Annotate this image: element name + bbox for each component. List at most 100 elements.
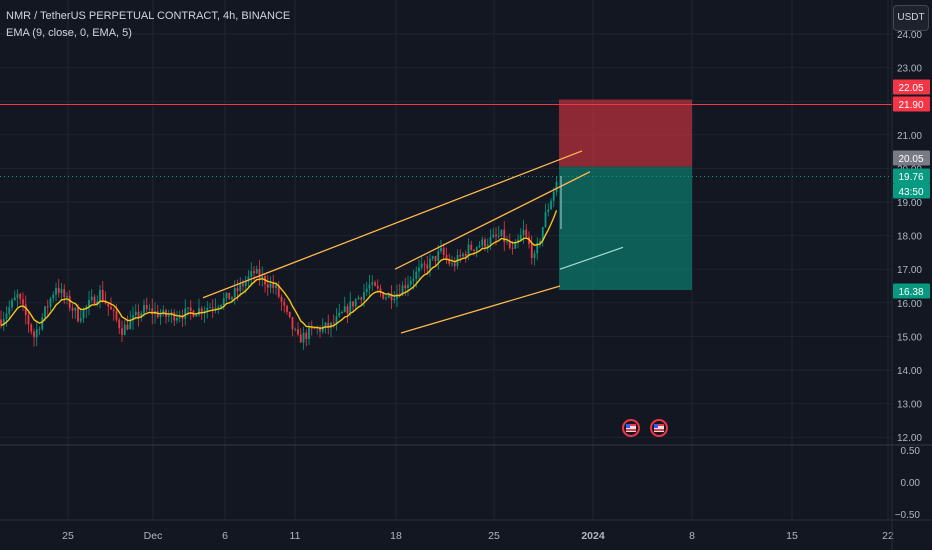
- candle-body: [500, 229, 503, 236]
- candle-body: [484, 239, 486, 247]
- candle-body: [352, 301, 354, 307]
- time-tick-label: 2024: [581, 530, 605, 542]
- ema-series: [0, 210, 558, 329]
- flag-stripe: [654, 429, 664, 431]
- flag-stripe: [626, 424, 636, 426]
- candle-body: [148, 308, 151, 310]
- candle-body: [35, 329, 38, 338]
- candle-body: [376, 285, 379, 289]
- time-tick-label: 25: [488, 530, 500, 542]
- candle-body: [275, 284, 277, 288]
- time-tick-label: 8: [689, 530, 695, 542]
- candle-body: [341, 311, 343, 313]
- candle-body: [470, 244, 473, 250]
- candle-body: [195, 314, 198, 317]
- candle-body: [236, 288, 239, 291]
- candle-body: [305, 332, 308, 340]
- candle-body: [132, 315, 134, 320]
- candle-body: [536, 243, 539, 254]
- price-badges: 22.05 21.90 20.05 19.76 43:50 16.38: [893, 79, 930, 299]
- candle-body: [176, 318, 178, 321]
- candle-body: [41, 317, 44, 329]
- candle-body: [294, 329, 297, 331]
- price-tick-label: 16.00: [897, 299, 922, 310]
- candle-body: [409, 280, 412, 285]
- candle-body: [371, 282, 374, 285]
- candle-body: [442, 248, 445, 256]
- candle-body: [88, 299, 90, 307]
- candle-body: [346, 306, 349, 314]
- projection-line[interactable]: [559, 246, 624, 270]
- candle-body: [506, 241, 508, 243]
- event-markers[interactable]: [622, 419, 668, 437]
- oscillator-tick-label: −0.50: [895, 510, 921, 521]
- candle-body: [434, 256, 437, 262]
- candle-body: [272, 283, 275, 288]
- candle-body: [308, 327, 310, 340]
- trend-channel-drawings[interactable]: [202, 150, 624, 334]
- candle-body: [423, 263, 426, 265]
- candle-body: [486, 244, 489, 247]
- candle-body: [8, 307, 11, 314]
- candle-body: [360, 297, 363, 300]
- chart-legend: NMR / TetherUS PERPETUAL CONTRACT, 4h, B…: [6, 8, 290, 42]
- price-tick-label: 14.00: [897, 366, 922, 377]
- candle-body: [16, 293, 19, 298]
- candle-body: [33, 331, 35, 338]
- candle-body: [239, 283, 242, 291]
- symbol-title[interactable]: NMR / TetherUS PERPETUAL CONTRACT, 4h, B…: [6, 10, 291, 22]
- candle-body: [250, 270, 253, 277]
- candle-body: [13, 297, 16, 301]
- candle-body: [46, 306, 49, 308]
- flag-field: [654, 424, 664, 432]
- price-tick-label: 19.00: [897, 198, 922, 209]
- channel-upper-line[interactable]: [202, 150, 583, 299]
- candle-body: [93, 296, 96, 305]
- candle-body: [96, 301, 99, 305]
- candle-body: [374, 282, 376, 286]
- candle-body: [349, 301, 352, 314]
- currency-unit-button[interactable]: USDT: [893, 5, 929, 31]
- oscillator-tick-label: 0.50: [901, 446, 921, 457]
- price-tick-label: 24.00: [897, 30, 922, 41]
- candle-body: [550, 200, 552, 210]
- candle-body: [209, 307, 211, 309]
- candle-body: [489, 237, 492, 245]
- indicator-title[interactable]: EMA (9, close, 0, EMA, 5): [6, 27, 132, 39]
- candle-body: [382, 292, 385, 299]
- us-flag-event-icon[interactable]: [622, 419, 640, 437]
- level-lines: [0, 104, 892, 177]
- inner-channel-lower-line[interactable]: [400, 285, 561, 334]
- candle-body: [330, 322, 332, 328]
- candle-body: [206, 307, 209, 311]
- candle-body: [110, 306, 112, 310]
- candle-body: [258, 269, 261, 279]
- candle-body: [30, 324, 33, 332]
- candle-body: [280, 296, 283, 302]
- candle-body: [387, 293, 390, 298]
- candle-body: [145, 304, 148, 309]
- flag-canton: [626, 424, 630, 428]
- candle-body: [357, 297, 360, 300]
- us-flag-event-icon[interactable]: [650, 419, 668, 437]
- inner-channel-upper-line[interactable]: [394, 171, 591, 270]
- price-badge: [893, 96, 930, 112]
- candle-body: [187, 307, 189, 309]
- candle-body: [396, 293, 398, 299]
- candle-body: [82, 308, 85, 319]
- candle-body: [52, 294, 55, 299]
- time-tick-label: 6: [222, 530, 228, 542]
- candle-body: [302, 332, 305, 343]
- price-badge-label: 21.90: [898, 100, 923, 111]
- candle-body: [178, 317, 181, 319]
- candle-body: [420, 263, 423, 268]
- candle-body: [448, 258, 451, 264]
- candle-body: [173, 312, 176, 321]
- price-badge-label: 22.05: [898, 83, 923, 94]
- price-badge: [893, 168, 930, 184]
- candle-body: [214, 307, 217, 309]
- candle-body: [343, 306, 346, 312]
- candle-body: [503, 229, 506, 243]
- candle-body: [429, 258, 431, 269]
